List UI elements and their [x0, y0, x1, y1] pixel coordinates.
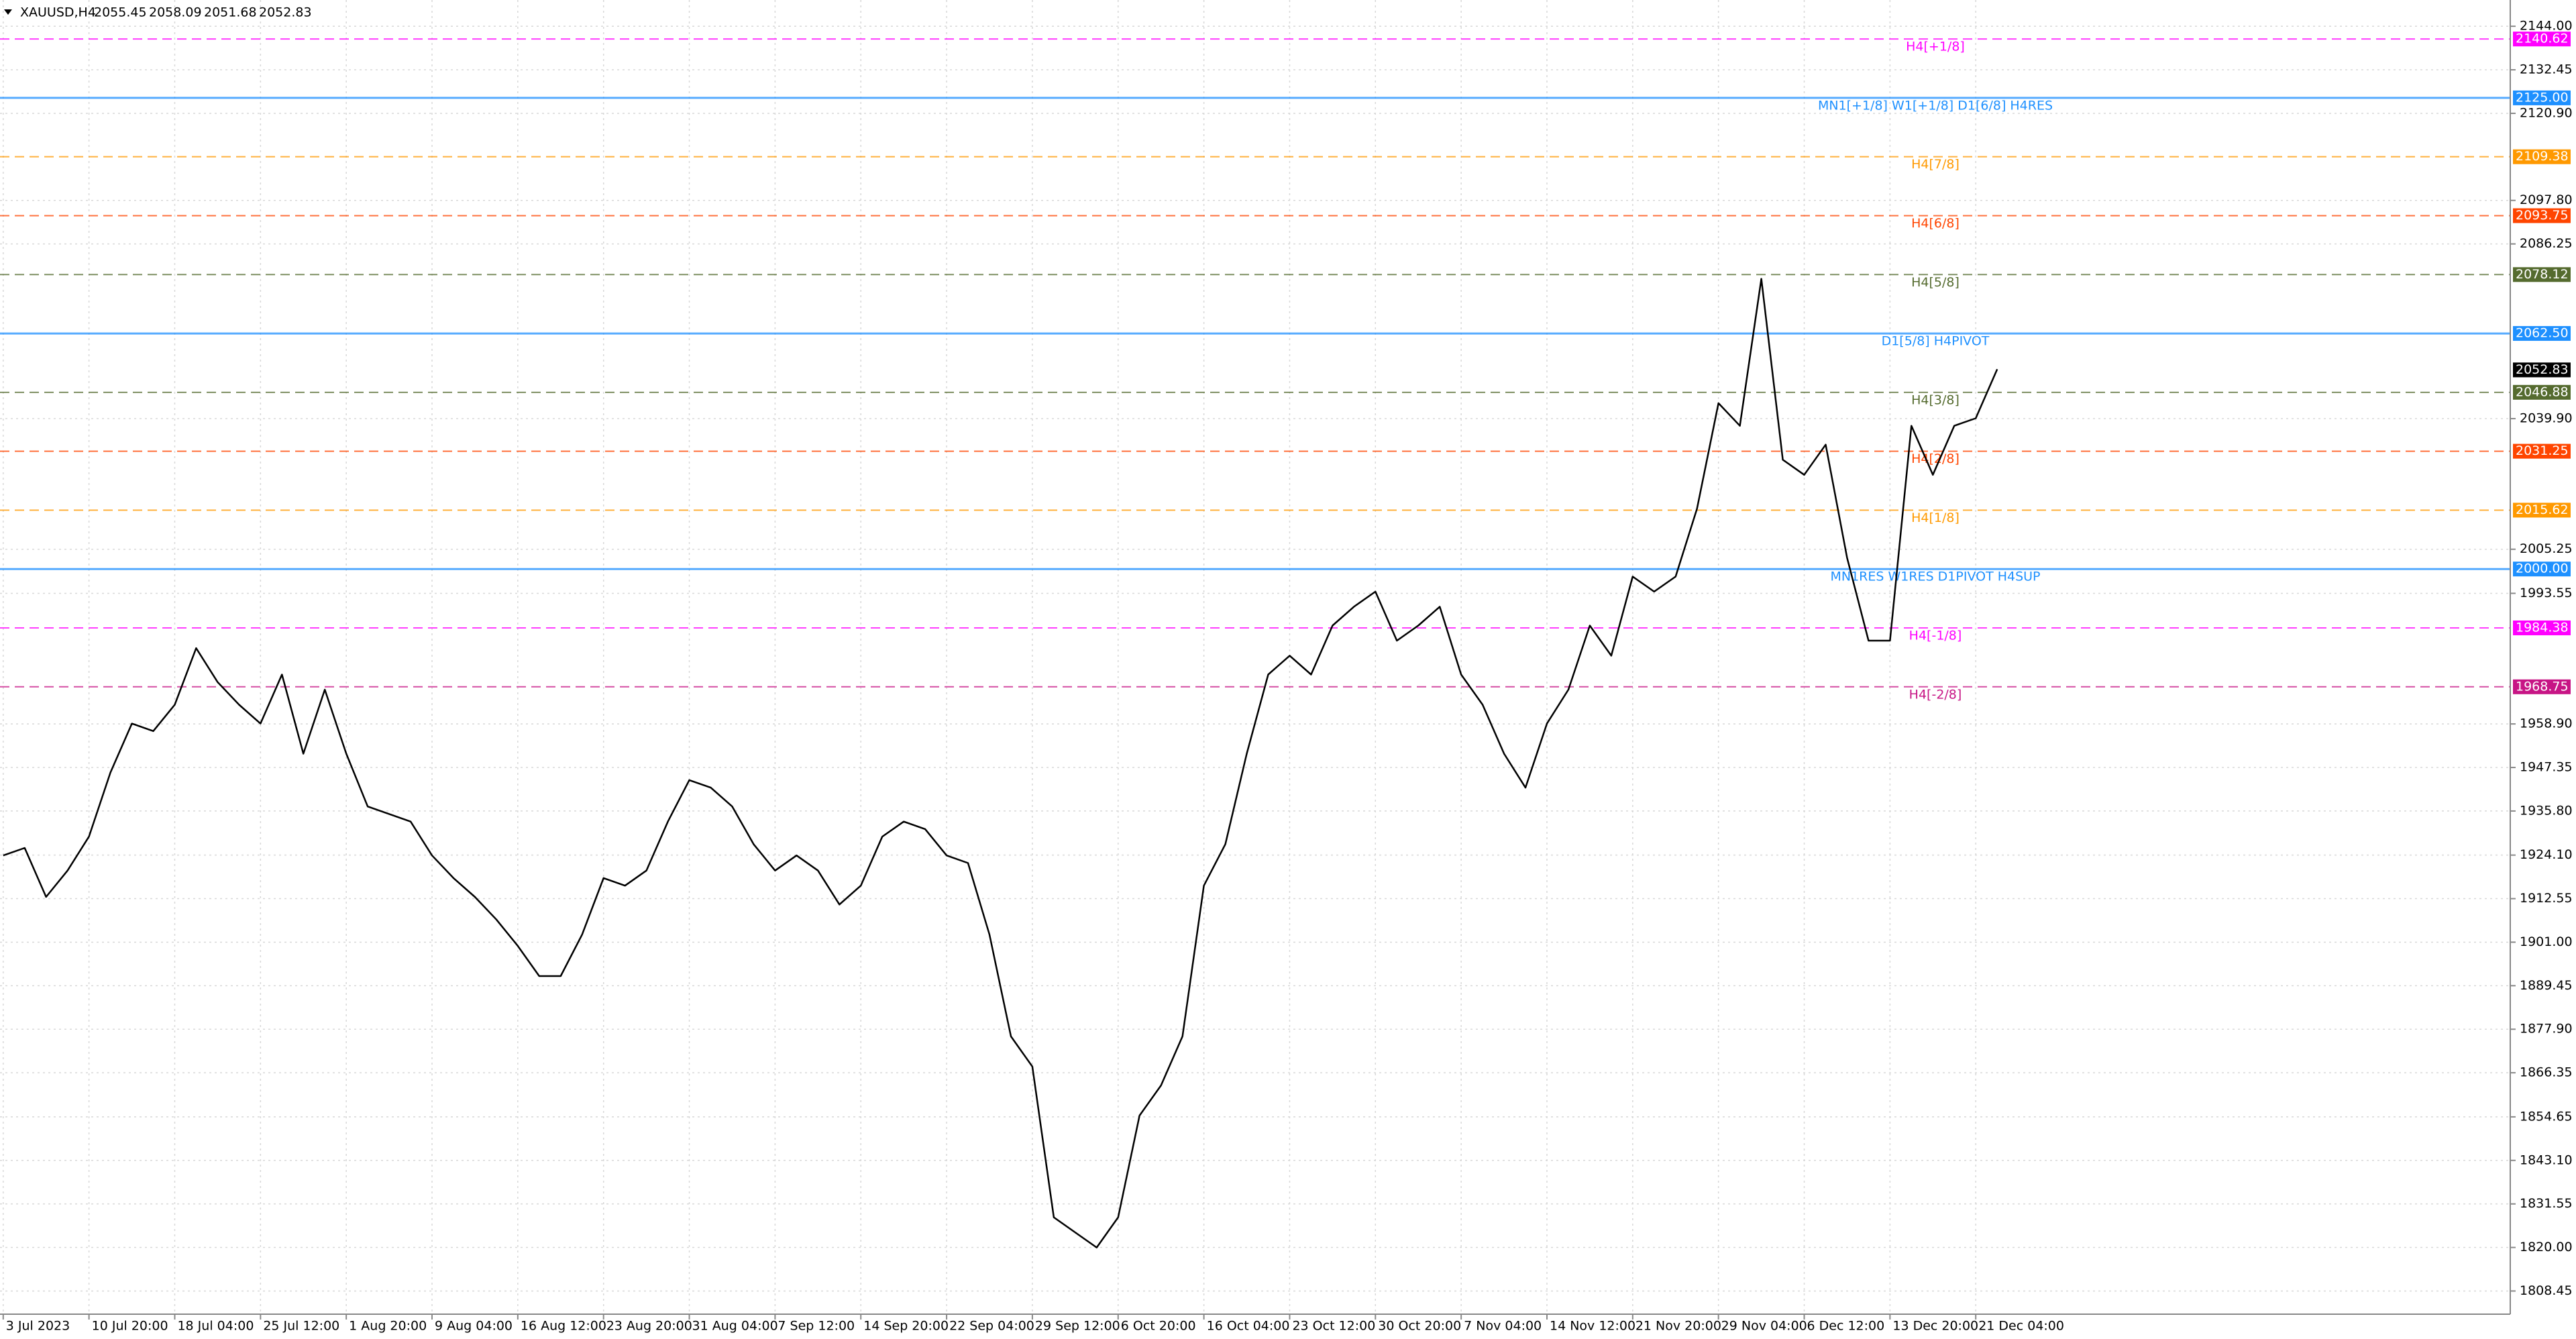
title-bar: XAUUSD,H4 2055.45 2058.09 2051.68 2052.83 — [4, 5, 312, 20]
y-tick-label: 1877.90 — [2520, 1022, 2573, 1036]
level-label: H4[6/8] — [1911, 216, 1960, 231]
level-label: D1[5/8] H4PIVOT — [1882, 334, 1990, 349]
level-price-tag — [2513, 32, 2571, 47]
plot — [3, 278, 1998, 1248]
x-tick-label: 3 Jul 2023 — [6, 1319, 70, 1334]
level-label: H4[-1/8] — [1909, 628, 1962, 643]
quote-value: 2051.68 — [204, 5, 257, 20]
x-tick-label: 7 Sep 12:00 — [777, 1319, 855, 1334]
x-tick-label: 31 Aug 04:00 — [692, 1319, 778, 1334]
level-price-tag — [2513, 384, 2571, 400]
x-tick-label: 1 Aug 20:00 — [349, 1319, 427, 1334]
x-tick-label: 16 Oct 04:00 — [1207, 1319, 1290, 1334]
y-tick-label: 2039.90 — [2520, 411, 2573, 426]
quote-value: 2058.09 — [149, 5, 202, 20]
y-tick-label: 2005.25 — [2520, 541, 2573, 556]
current-price-label: 2052.83 — [2516, 362, 2569, 377]
y-tick-label: 2097.80 — [2520, 193, 2573, 207]
x-tick-label: 29 Sep 12:00 — [1035, 1319, 1120, 1334]
x-tick-label: 23 Oct 12:00 — [1292, 1319, 1375, 1334]
level-label: MN1[+1/8] W1[+1/8] D1[6/8] H4RES — [1818, 98, 2053, 113]
level-price-label: 2046.88 — [2516, 384, 2569, 399]
level-price-label: 2015.62 — [2516, 502, 2569, 517]
x-tick-label: 6 Oct 20:00 — [1121, 1319, 1196, 1334]
level-price-tag — [2513, 561, 2571, 577]
level-label: H4[5/8] — [1911, 275, 1960, 290]
y-tick-label: 1854.65 — [2520, 1109, 2573, 1124]
y-tick-label: 1901.00 — [2520, 934, 2573, 949]
level-price-label: 1984.38 — [2516, 620, 2569, 635]
y-tick-label: 2144.00 — [2520, 19, 2573, 34]
level-price-label: 2078.12 — [2516, 267, 2569, 282]
levels: H4[+1/8] MN1[+1/8] W1[+1/8] D1[6/8] H4RES… — [0, 38, 2510, 702]
grid — [0, 0, 2510, 1314]
x-tick-label: 18 Jul 04:00 — [177, 1319, 254, 1334]
x-tick-label: 14 Nov 12:00 — [1550, 1319, 1635, 1334]
chart-title: XAUUSD,H4 — [20, 5, 96, 20]
level-price-tag — [2513, 443, 2571, 459]
x-tick-label: 25 Jul 12:00 — [263, 1319, 339, 1334]
y-tick-label: 1831.55 — [2520, 1196, 2573, 1211]
level-price-tag — [2513, 208, 2571, 223]
x-tick-label: 14 Sep 20:00 — [863, 1319, 949, 1334]
y-tick-label: 1889.45 — [2520, 978, 2573, 993]
y-tick-label: 1958.90 — [2520, 716, 2573, 731]
y-tick-label: 1935.80 — [2520, 803, 2573, 818]
level-price-tag — [2513, 267, 2571, 282]
level-price-label: 2062.50 — [2516, 326, 2569, 341]
y-tick-label: 1993.55 — [2520, 586, 2573, 600]
y-tick-label: 1843.10 — [2520, 1153, 2573, 1167]
level-price-tag — [2513, 90, 2571, 105]
quote-value: 2052.83 — [259, 5, 312, 20]
y-tick-label: 1947.35 — [2520, 760, 2573, 775]
y-tick-label: 1808.45 — [2520, 1283, 2573, 1298]
level-label: H4[1/8] — [1911, 511, 1960, 525]
quote-value: 2055.45 — [94, 5, 147, 20]
x-tick-label: 29 Nov 04:00 — [1721, 1319, 1807, 1334]
level-label: H4[2/8] — [1911, 451, 1960, 466]
x-tick-label: 13 Dec 20:00 — [1892, 1319, 1978, 1334]
x-tick-label: 16 Aug 12:00 — [521, 1319, 606, 1334]
level-label: H4[7/8] — [1911, 157, 1960, 172]
level-price-tag — [2513, 620, 2571, 635]
level-price-label: 2140.62 — [2516, 32, 2569, 46]
level-price-tag — [2513, 149, 2571, 164]
level-label: MN1RES W1RES D1PIVOT H4SUP — [1830, 570, 2040, 584]
level-price-label: 2125.00 — [2516, 90, 2569, 105]
level-label: H4[3/8] — [1911, 392, 1960, 407]
level-price-label: 1968.75 — [2516, 679, 2569, 694]
y-tick-label: 1866.35 — [2520, 1065, 2573, 1080]
level-price-label: 2031.25 — [2516, 443, 2569, 458]
current-price-tag — [2513, 362, 2571, 378]
y-tick-label: 1912.55 — [2520, 891, 2573, 906]
level-label: H4[+1/8] — [1906, 40, 1965, 54]
x-tick-label: 30 Oct 20:00 — [1378, 1319, 1461, 1334]
level-price-tag — [2513, 326, 2571, 341]
level-price-tag — [2513, 502, 2571, 518]
level-price-label: 2109.38 — [2516, 149, 2569, 164]
x-tick-label: 21 Dec 04:00 — [1978, 1319, 2064, 1334]
x-tick-label: 23 Aug 20:00 — [606, 1319, 692, 1334]
level-price-tag — [2513, 679, 2571, 694]
x-tick-label: 7 Nov 04:00 — [1464, 1319, 1542, 1334]
level-price-label: 2000.00 — [2516, 561, 2569, 576]
x-tick-label: 6 Dec 12:00 — [1807, 1319, 1885, 1334]
menu-arrow — [4, 9, 12, 15]
level-price-label: 2093.75 — [2516, 208, 2569, 223]
y-tick-label: 1924.10 — [2520, 847, 2573, 862]
y-tick-label: 2086.25 — [2520, 236, 2573, 251]
x-tick-label: 22 Sep 04:00 — [949, 1319, 1034, 1334]
x-tick-label: 10 Jul 20:00 — [92, 1319, 168, 1334]
level-label: H4[-2/8] — [1909, 687, 1962, 702]
y-tick-label: 1820.00 — [2520, 1240, 2573, 1254]
x-tick-label: 9 Aug 04:00 — [435, 1319, 513, 1334]
y-tick-label: 2120.90 — [2520, 105, 2573, 120]
price-line — [3, 278, 1998, 1248]
y-tick-label: 2132.45 — [2520, 62, 2573, 77]
x-tick-label: 21 Nov 20:00 — [1635, 1319, 1721, 1334]
